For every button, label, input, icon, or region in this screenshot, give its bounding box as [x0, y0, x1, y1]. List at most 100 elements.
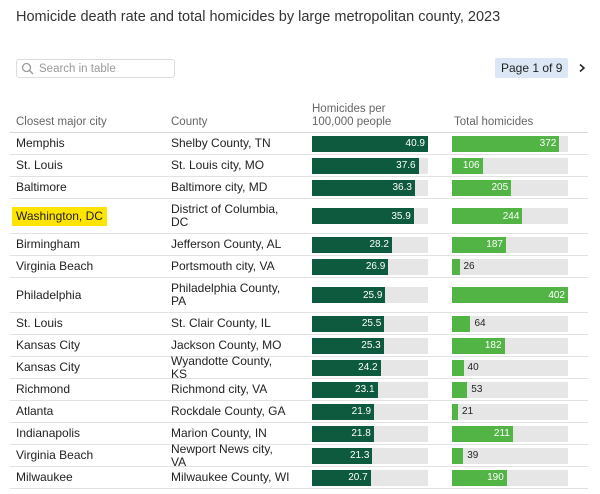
city-label: Richmond — [16, 382, 71, 396]
rate-bar-track: 25.9 — [312, 287, 428, 303]
rate-value: 28.2 — [369, 239, 389, 250]
county-label: Rockdale County, GA — [171, 404, 286, 418]
search-input[interactable]: Search in table — [16, 59, 175, 78]
total-value-outside: 39 — [467, 448, 478, 464]
total-bar-track: 372 — [452, 135, 568, 152]
rate-bar-track: 37.6 — [312, 157, 428, 174]
total-bar-track: 211 — [452, 425, 568, 442]
next-page-button[interactable] — [572, 58, 592, 78]
table-row: Kansas City Wyandotte County, KS 24.2 40 — [10, 354, 588, 380]
total-bar — [452, 447, 464, 464]
city-label: Washington, DC — [12, 206, 107, 226]
total-value: 21 — [462, 406, 474, 417]
table-row: Birmingham Jefferson County, AL 28.2 187 — [10, 234, 588, 256]
city-cell: Washington, DC — [12, 199, 107, 233]
rate-cell: 25.5 — [312, 313, 428, 334]
county-cell: Newport News city, VA — [171, 441, 291, 469]
rate-value: 24.2 — [358, 362, 378, 373]
total-value: 182 — [484, 340, 502, 351]
rate-value: 36.3 — [392, 182, 412, 193]
column-header-county[interactable]: County — [171, 116, 208, 128]
rate-bar-track: 28.2 — [312, 236, 428, 253]
rate-bar: 21.3 — [312, 447, 373, 464]
rate-cell: 23.1 — [312, 379, 428, 400]
total-cell: 244 — [452, 199, 568, 233]
pagination: Page 1 of 9 — [495, 58, 592, 78]
total-cell: 64 — [452, 313, 568, 334]
page-title: Homicide death rate and total homicides … — [16, 9, 501, 25]
table-body: Memphis Shelby County, TN 40.9 372 St. Louis… — [10, 133, 588, 489]
rate-bar: 28.2 — [312, 236, 392, 253]
total-bar-track: 106 — [452, 157, 568, 174]
rate-cell: 25.9 — [312, 278, 428, 312]
total-value: 39 — [467, 450, 479, 461]
city-cell: Indianapolis — [16, 423, 80, 444]
rate-value: 21.9 — [351, 406, 372, 417]
city-cell: Virginia Beach — [16, 445, 93, 466]
total-bar: 402 — [452, 287, 568, 303]
chevron-right-icon — [579, 63, 586, 73]
city-label: Kansas City — [16, 338, 81, 352]
rate-value: 26.9 — [365, 261, 386, 272]
city-cell: Virginia Beach — [16, 256, 93, 277]
total-bar-track: 40 — [452, 359, 568, 376]
county-cell: Richmond city, VA — [171, 379, 291, 400]
column-header-rate[interactable]: Homicides per 100,000 people — [312, 103, 391, 129]
rate-cell: 28.2 — [312, 234, 428, 255]
rate-cell: 21.8 — [312, 423, 428, 444]
total-bar-track: 182 — [452, 337, 568, 354]
rate-cell: 35.9 — [312, 199, 428, 233]
county-cell: Shelby County, TN — [171, 133, 291, 154]
county-label: St. Clair County, IL — [171, 316, 271, 330]
county-cell: Milwaukee County, WI — [171, 467, 291, 488]
total-bar-track: 205 — [452, 179, 568, 196]
total-bar-track: 187 — [452, 236, 568, 253]
city-cell: Kansas City — [16, 335, 80, 356]
total-cell: 40 — [452, 357, 568, 378]
county-cell: Marion County, IN — [171, 423, 291, 444]
city-label: Philadelphia — [16, 287, 82, 302]
city-cell: Kansas City — [16, 357, 80, 378]
total-cell: 402 — [452, 278, 568, 312]
total-cell: 39 — [452, 445, 568, 466]
table-row: St. Louis St. Louis city, MO 37.6 106 — [10, 155, 588, 177]
table-row: Milwaukee Milwaukee County, WI 20.7 190 — [10, 467, 588, 489]
county-label: Philadelphia County, PA — [171, 281, 281, 308]
total-value: 26 — [463, 261, 475, 272]
table-row: Richmond Richmond city, VA 23.1 53 — [10, 379, 588, 401]
total-bar: 205 — [452, 179, 512, 196]
total-value: 244 — [502, 210, 520, 222]
table-row: Washington, DC District of Columbia, DC 35… — [10, 199, 588, 234]
total-bar-track: 21 — [452, 403, 568, 420]
county-label: Jefferson County, AL — [171, 237, 282, 251]
total-bar — [452, 258, 460, 275]
total-cell: 187 — [452, 234, 568, 255]
total-value: 190 — [487, 472, 504, 483]
page-indicator: Page 1 of 9 — [495, 58, 569, 78]
rate-bar: 23.1 — [312, 381, 378, 398]
total-cell: 211 — [452, 423, 568, 444]
county-label: Newport News city, VA — [171, 441, 273, 469]
rate-value: 35.9 — [391, 210, 411, 222]
rate-cell: 24.2 — [312, 357, 428, 378]
rate-value: 40.9 — [405, 138, 425, 149]
rate-cell: 36.3 — [312, 177, 428, 198]
county-cell: Portsmouth city, VA — [171, 256, 291, 277]
rate-bar: 25.9 — [312, 287, 386, 303]
total-bar: 187 — [452, 236, 506, 253]
total-cell: 205 — [452, 177, 568, 198]
total-bar: 106 — [452, 157, 483, 174]
rate-cell: 37.6 — [312, 155, 428, 176]
column-header-city[interactable]: Closest major city — [16, 116, 107, 128]
rate-cell: 20.7 — [312, 467, 428, 488]
column-header-total[interactable]: Total homicides — [454, 116, 534, 128]
rate-bar-track: 21.3 — [312, 447, 428, 464]
column-header-rate-line1: Homicides per — [312, 103, 386, 115]
total-bar-track: 53 — [452, 381, 568, 398]
search-icon — [21, 62, 34, 75]
rate-value: 25.5 — [361, 318, 382, 329]
rate-value: 21.3 — [349, 450, 370, 461]
total-value: 205 — [491, 182, 509, 193]
rate-bar-track: 25.5 — [312, 315, 428, 332]
table-row: St. Louis St. Clair County, IL 25.5 64 — [10, 313, 588, 335]
